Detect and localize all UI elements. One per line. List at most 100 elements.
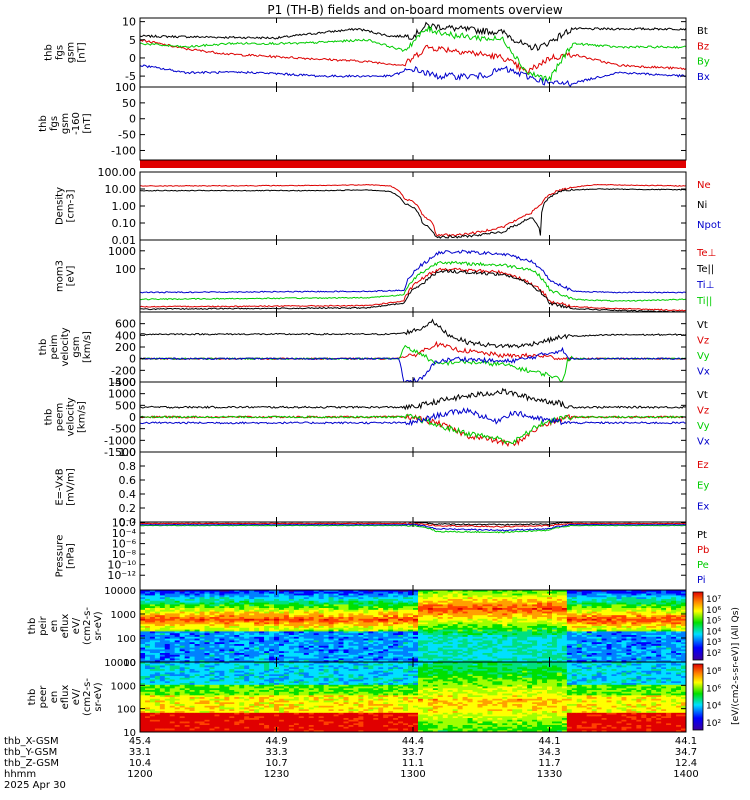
heatmap-cell (209, 656, 216, 659)
heatmap-cell (145, 695, 151, 698)
heatmap-cell (154, 633, 161, 636)
heatmap-cell (542, 600, 548, 604)
heatmap-cell (427, 654, 434, 658)
heatmap-cell (457, 597, 464, 600)
heatmap-cell (154, 613, 161, 616)
heatmap-cell (140, 723, 146, 726)
heatmap-cell (164, 654, 171, 658)
heatmap-cell (204, 626, 211, 629)
heatmap-cell (318, 645, 325, 649)
heatmap-cell (403, 627, 409, 631)
heatmap-cell (671, 606, 677, 609)
heatmap-cell (353, 635, 359, 638)
heatmap-cell (403, 651, 409, 654)
heatmap-cell (333, 629, 340, 632)
heatmap-cell (189, 644, 196, 647)
heatmap-cell (383, 633, 389, 636)
heatmap-cell (611, 640, 618, 643)
heatmap-cell (333, 608, 340, 611)
heatmap-cell (363, 642, 369, 645)
heatmap-cell (318, 618, 325, 622)
heatmap-cell (363, 660, 369, 662)
heatmap-cell (666, 636, 672, 640)
heatmap-cell (651, 633, 657, 636)
heatmap-cell (542, 633, 548, 636)
heatmap-cell (348, 647, 355, 650)
heatmap-cell (303, 609, 310, 613)
heatmap-cell (616, 613, 623, 616)
heatmap-cell (457, 593, 464, 596)
heatmap-cell (368, 635, 374, 638)
heatmap-cell (140, 676, 146, 679)
heatmap-cell (676, 656, 682, 659)
heatmap-cell (427, 624, 434, 627)
heatmap-cell (646, 635, 652, 638)
heatmap-cell (378, 606, 384, 609)
heatmap-cell (184, 635, 191, 638)
heatmap-cell (413, 642, 419, 645)
heatmap-cell (512, 622, 518, 625)
heatmap-cell (676, 618, 682, 622)
heatmap-cell (333, 622, 340, 625)
heatmap-cell (666, 600, 672, 604)
heatmap-cell (199, 656, 206, 659)
heatmap-cell (214, 597, 221, 600)
heatmap-cell (462, 591, 469, 595)
heatmap-cell (145, 620, 151, 623)
heatmap-cell (249, 622, 255, 625)
heatmap-cell (507, 595, 513, 598)
heatmap-cell (427, 613, 434, 616)
heatmap-cell (437, 622, 444, 625)
heatmap-cell (184, 608, 191, 611)
heatmap-cell (398, 644, 404, 647)
heatmap-cell (204, 638, 211, 641)
heatmap-cell (358, 626, 364, 629)
heatmap-cell (145, 721, 151, 724)
heatmap-cell (308, 613, 315, 616)
heatmap-cell (204, 633, 211, 636)
heatmap-cell (497, 609, 503, 613)
heatmap-cell (661, 600, 667, 604)
heatmap-cell (671, 649, 677, 652)
heatmap-cell (432, 604, 439, 607)
heatmap-cell (393, 608, 399, 611)
heatmap-cell (641, 644, 647, 647)
heatmap-cell (631, 591, 637, 595)
heatmap-cell (646, 600, 652, 604)
heatmap-cell (358, 653, 364, 656)
legend-entry-Npot: Npot (697, 220, 721, 231)
heatmap-cell (576, 629, 583, 632)
heatmap-cell (368, 618, 374, 622)
heatmap-cell (676, 624, 682, 627)
heatmap-cell (145, 602, 151, 605)
heatmap-cell (413, 654, 419, 658)
heatmap-cell (154, 726, 161, 730)
heatmap-cell (254, 656, 260, 659)
heatmap-cell (358, 590, 364, 593)
heatmap-cell (522, 613, 528, 616)
heatmap-cell (308, 595, 315, 598)
heatmap-cell (169, 602, 176, 605)
heatmap-cell (596, 618, 603, 622)
heatmap-cell (388, 627, 394, 631)
heatmap-cell (159, 631, 166, 634)
heatmap-cell (219, 629, 225, 632)
heatmap-cell (591, 635, 598, 638)
heatmap-cell (388, 635, 394, 638)
heatmap-cell (422, 617, 429, 620)
heatmap-cell (159, 608, 166, 611)
heatmap-cell (413, 660, 419, 662)
heatmap-cell (164, 670, 171, 674)
heatmap-cell (383, 590, 389, 593)
heatmap-cell (323, 609, 330, 613)
heatmap-cell (477, 624, 484, 627)
heatmap-cell (422, 624, 429, 627)
heatmap-cell (333, 651, 340, 654)
heatmap-cell (279, 590, 285, 593)
heatmap-cell (318, 644, 325, 647)
heatmap-cell (293, 629, 300, 632)
heatmap-cell (234, 613, 240, 616)
heatmap-cell (199, 595, 206, 598)
heatmap-cell (522, 651, 528, 654)
heatmap-cell (422, 645, 429, 649)
